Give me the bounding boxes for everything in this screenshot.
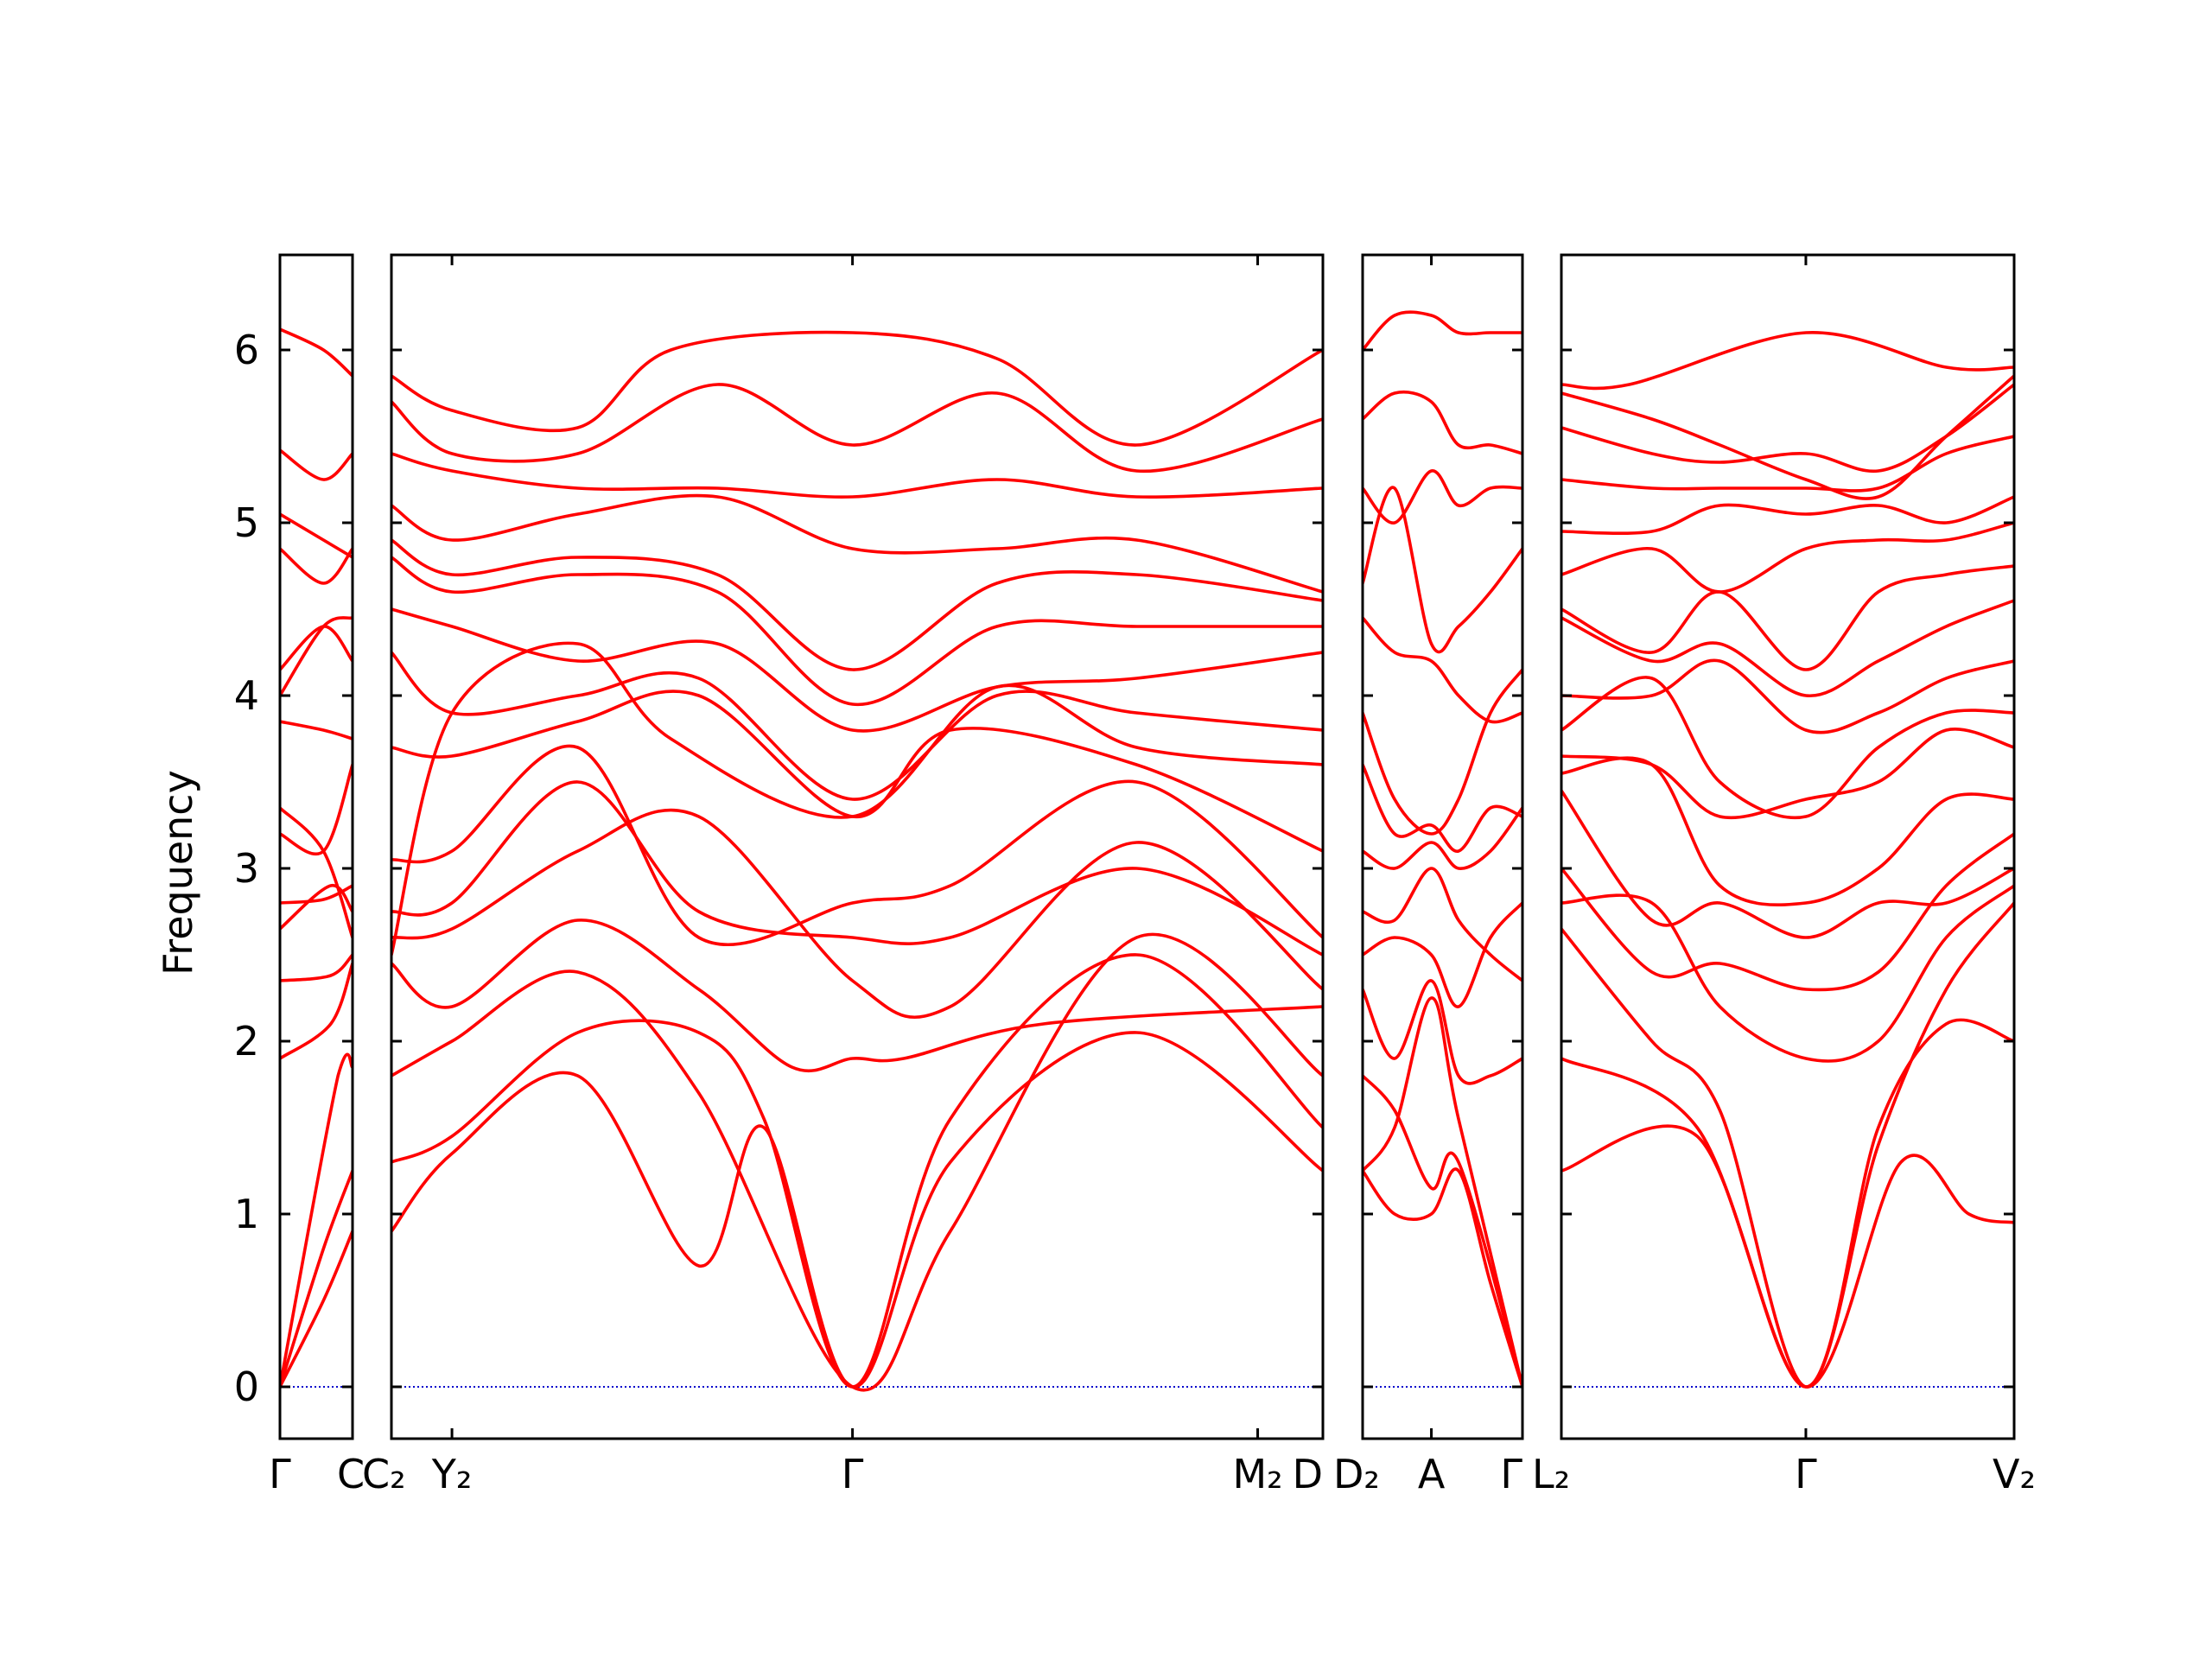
x-tick-label: Y₂	[431, 1451, 473, 1497]
band-line	[1561, 658, 2014, 734]
band-line	[391, 493, 1323, 594]
band-line	[391, 780, 1323, 957]
band-line	[391, 808, 1323, 1020]
band-line	[1561, 564, 2014, 671]
panel-2: C₂ Y₂ Γ M₂ D	[362, 253, 1325, 1497]
band-line	[1363, 668, 1522, 836]
band-line	[1363, 310, 1522, 352]
y-axis: 0 1 2 3 4 5 6	[234, 327, 259, 1410]
x-tick-label: D₂	[1333, 1451, 1380, 1497]
band-line	[280, 1230, 353, 1389]
band-line	[391, 690, 1323, 853]
band-line	[391, 744, 1323, 947]
band-line	[1561, 374, 2014, 500]
y-axis-label: Frequency	[155, 770, 201, 976]
y-tick-label: 2	[234, 1018, 259, 1065]
band-line	[280, 512, 353, 559]
band-line	[391, 607, 1323, 733]
band-line	[1561, 789, 2014, 939]
band-line	[280, 806, 353, 939]
band-line	[1561, 599, 2014, 697]
band-line	[280, 953, 353, 982]
band-line	[391, 932, 1323, 1392]
band-line	[1561, 1124, 2014, 1389]
x-tick-label: V₂	[1993, 1451, 2036, 1497]
band-line	[1561, 676, 2014, 819]
band-lines	[391, 330, 1323, 1392]
panels: Γ CC₂ Y₂ Γ M₂ D D₂ A Γ L₂ Γ V₂	[269, 253, 2036, 1497]
band-line	[280, 884, 353, 931]
panel-3: D₂ A Γ	[1333, 253, 1524, 1497]
band-line	[280, 1052, 353, 1389]
x-tick-label: Γ	[1500, 1451, 1522, 1497]
y-tick-label: 5	[234, 499, 259, 546]
panel-frame	[390, 253, 1325, 1440]
y-tick-label: 6	[234, 327, 259, 373]
band-line	[391, 383, 1323, 474]
band-lines	[1561, 331, 2014, 1389]
band-line	[1363, 1074, 1522, 1389]
x-tick-label: A	[1418, 1451, 1446, 1497]
band-line	[280, 962, 353, 1060]
panel-frame	[1361, 253, 1524, 1440]
band-line	[1561, 383, 2014, 474]
x-tick-label: C	[337, 1451, 365, 1497]
y-tick-label: 0	[234, 1363, 259, 1410]
x-tick-label: Γ	[269, 1451, 291, 1497]
band-line	[1561, 1018, 2014, 1389]
band-line	[1561, 521, 2014, 594]
band-line	[1363, 996, 1522, 1389]
band-line	[1363, 486, 1522, 654]
band-line	[1363, 1167, 1522, 1389]
band-line	[391, 556, 1323, 707]
band-line	[1561, 435, 2014, 493]
band-line	[391, 452, 1323, 499]
band-line	[280, 547, 353, 585]
band-line	[1363, 901, 1522, 1008]
band-line	[1363, 867, 1522, 982]
panel-4: L₂ Γ V₂	[1532, 253, 2036, 1497]
band-line	[1363, 806, 1522, 870]
band-line	[391, 918, 1323, 1073]
band-line	[391, 330, 1323, 447]
x-tick-label: Γ	[1795, 1451, 1817, 1497]
band-line	[391, 651, 1323, 801]
y-tick-label: 4	[234, 672, 259, 719]
band-line	[280, 327, 353, 378]
y-tick-label: 1	[234, 1191, 259, 1237]
band-line	[1561, 331, 2014, 391]
band-line	[1363, 763, 1522, 853]
band-line	[1561, 495, 2014, 536]
band-line	[280, 720, 353, 741]
band-line	[1363, 390, 1522, 455]
band-line	[1363, 469, 1522, 524]
band-line	[1561, 884, 2014, 1063]
band-line	[1561, 901, 2014, 1389]
band-line	[280, 448, 353, 481]
band-line	[391, 538, 1323, 671]
band-line	[280, 884, 353, 905]
x-tick-label: D	[1293, 1451, 1323, 1497]
band-line	[1363, 616, 1522, 724]
panel-frame	[1560, 253, 2016, 1440]
y-tick-label: 3	[234, 845, 259, 892]
band-line	[1561, 832, 2014, 992]
band-line	[1561, 728, 2014, 820]
band-line	[280, 1169, 353, 1389]
band-line	[1363, 979, 1522, 1085]
band-line	[280, 625, 353, 671]
x-tick-label: C₂	[362, 1451, 406, 1497]
x-tick-label: Γ	[842, 1451, 864, 1497]
band-lines	[280, 327, 353, 1389]
band-lines	[1363, 310, 1522, 1389]
panel-frame	[278, 253, 354, 1440]
x-tick-label: M₂	[1232, 1451, 1282, 1497]
x-tick-label: L₂	[1532, 1451, 1570, 1497]
band-line	[391, 953, 1323, 1389]
band-line	[1561, 756, 2014, 906]
band-line	[391, 1031, 1323, 1389]
